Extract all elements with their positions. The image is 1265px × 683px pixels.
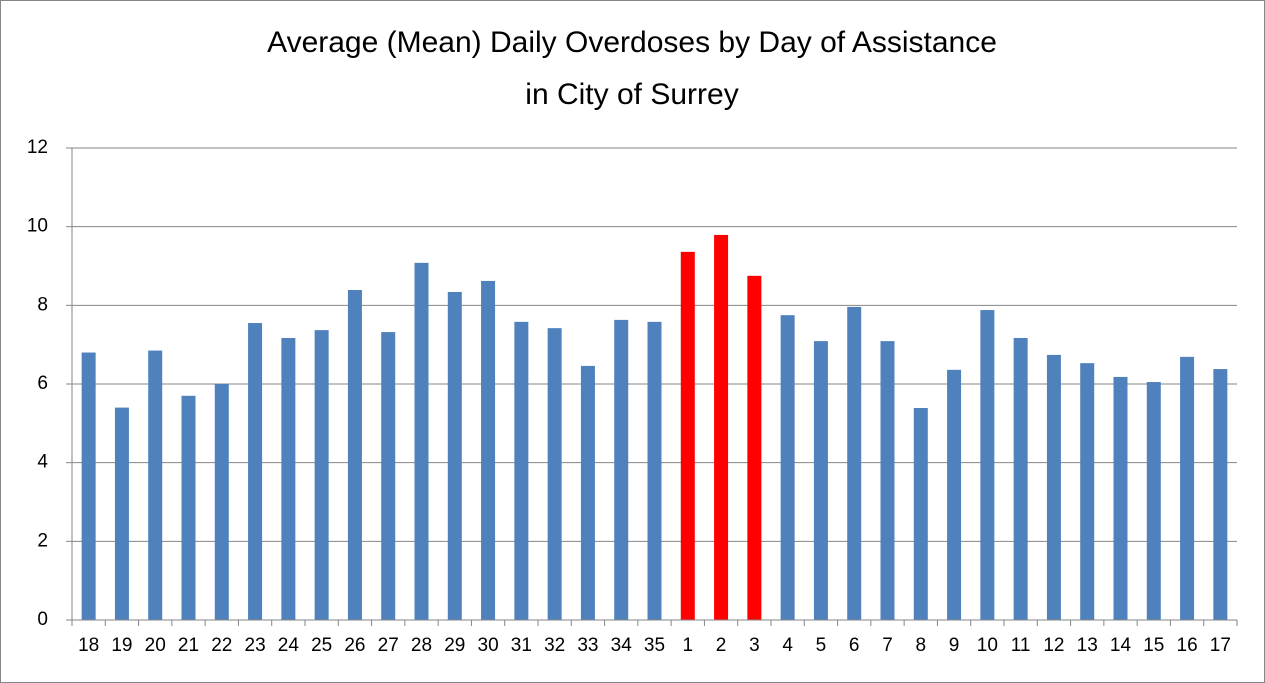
x-tick-label: 28 xyxy=(411,635,432,656)
x-tick-label: 14 xyxy=(1110,635,1132,656)
bar xyxy=(880,341,895,620)
x-tick-label: 18 xyxy=(78,635,99,656)
bar xyxy=(514,321,529,620)
bar xyxy=(980,310,995,620)
x-tick-label: 1 xyxy=(682,635,693,656)
bar xyxy=(381,332,396,620)
bar xyxy=(414,262,429,620)
x-tick-label: 31 xyxy=(511,635,532,656)
bar xyxy=(1113,376,1128,620)
bar xyxy=(1180,356,1195,620)
x-tick-label: 33 xyxy=(577,635,598,656)
bar xyxy=(913,407,928,620)
x-tick-label: 2 xyxy=(716,635,727,656)
x-tick-label: 8 xyxy=(915,635,926,656)
y-tick-label: 0 xyxy=(37,609,48,630)
bar xyxy=(148,350,163,620)
x-tick-label: 12 xyxy=(1043,635,1064,656)
x-tick-label: 15 xyxy=(1143,635,1164,656)
y-tick-label: 2 xyxy=(37,530,48,551)
chart-title: Average (Mean) Daily Overdoses by Day of… xyxy=(267,26,997,59)
bar xyxy=(447,291,462,620)
bar xyxy=(248,323,263,620)
y-tick-label: 12 xyxy=(27,137,48,158)
bar xyxy=(1013,337,1028,620)
x-tick-label: 3 xyxy=(749,635,760,656)
bar xyxy=(1046,354,1061,620)
bar xyxy=(547,328,562,620)
x-tick-label: 26 xyxy=(344,635,365,656)
x-tick-label: 19 xyxy=(111,635,132,656)
x-tick-label: 6 xyxy=(849,635,860,656)
bar xyxy=(847,306,862,620)
bar xyxy=(780,315,795,620)
x-tick-label: 35 xyxy=(644,635,665,656)
bar xyxy=(281,337,296,620)
bar xyxy=(680,251,695,620)
bar xyxy=(614,319,629,620)
x-tick-label: 10 xyxy=(977,635,998,656)
x-tick-label: 34 xyxy=(611,635,633,656)
bar xyxy=(214,384,229,620)
bar xyxy=(114,407,129,620)
bar xyxy=(481,280,496,620)
x-tick-label: 30 xyxy=(478,635,499,656)
x-tick-label: 20 xyxy=(145,635,166,656)
x-tick-label: 4 xyxy=(782,635,793,656)
x-tick-label: 27 xyxy=(378,635,399,656)
x-tick-label: 21 xyxy=(178,635,199,656)
y-tick-label: 8 xyxy=(37,294,48,315)
x-tick-label: 11 xyxy=(1011,635,1031,656)
x-tick-label: 25 xyxy=(311,635,332,656)
bar xyxy=(947,369,962,620)
x-tick-label: 32 xyxy=(544,635,565,656)
x-tick-label: 7 xyxy=(882,635,893,656)
bar xyxy=(813,341,828,620)
bar xyxy=(747,275,762,620)
x-tick-label: 23 xyxy=(245,635,266,656)
bar xyxy=(1213,369,1228,620)
bar xyxy=(1146,382,1161,620)
bar xyxy=(1080,363,1095,620)
bar xyxy=(181,395,196,620)
bar xyxy=(347,289,362,620)
x-tick-label: 9 xyxy=(949,635,960,656)
x-tick-label: 5 xyxy=(816,635,827,656)
x-tick-label: 13 xyxy=(1077,635,1098,656)
x-tick-label: 24 xyxy=(278,635,300,656)
chart-title: in City of Surrey xyxy=(525,78,738,111)
bar xyxy=(314,330,329,620)
bar xyxy=(714,234,729,620)
bar xyxy=(647,321,662,620)
y-tick-label: 4 xyxy=(37,452,48,473)
y-tick-label: 10 xyxy=(27,216,48,237)
x-tick-label: 29 xyxy=(444,635,465,656)
x-tick-label: 16 xyxy=(1177,635,1198,656)
x-tick-label: 22 xyxy=(211,635,232,656)
bar xyxy=(580,365,595,620)
bar xyxy=(81,352,96,620)
y-tick-label: 6 xyxy=(37,373,48,394)
x-tick-label: 17 xyxy=(1210,635,1231,656)
